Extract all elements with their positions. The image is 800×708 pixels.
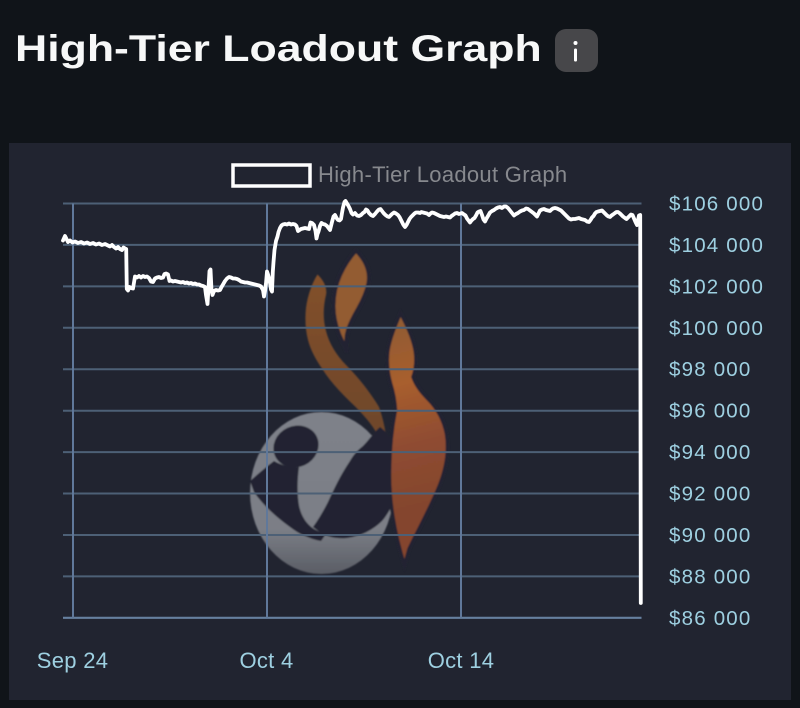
svg-text:$96 000: $96 000	[669, 400, 752, 423]
svg-text:$106 000: $106 000	[669, 193, 764, 216]
svg-text:High-Tier Loadout Graph: High-Tier Loadout Graph	[318, 162, 567, 187]
svg-text:$92 000: $92 000	[669, 483, 752, 506]
svg-text:$90 000: $90 000	[669, 524, 752, 547]
svg-text:$100 000: $100 000	[669, 317, 764, 340]
svg-text:Sep 24: Sep 24	[37, 648, 109, 673]
svg-text:$88 000: $88 000	[669, 565, 752, 588]
svg-text:Oct 4: Oct 4	[239, 648, 293, 673]
svg-text:$94 000: $94 000	[669, 441, 752, 464]
svg-text:$86 000: $86 000	[669, 607, 752, 630]
svg-text:$102 000: $102 000	[669, 275, 764, 298]
svg-text:$98 000: $98 000	[669, 358, 752, 381]
svg-text:Oct 14: Oct 14	[428, 648, 495, 673]
svg-text:$104 000: $104 000	[669, 234, 764, 257]
